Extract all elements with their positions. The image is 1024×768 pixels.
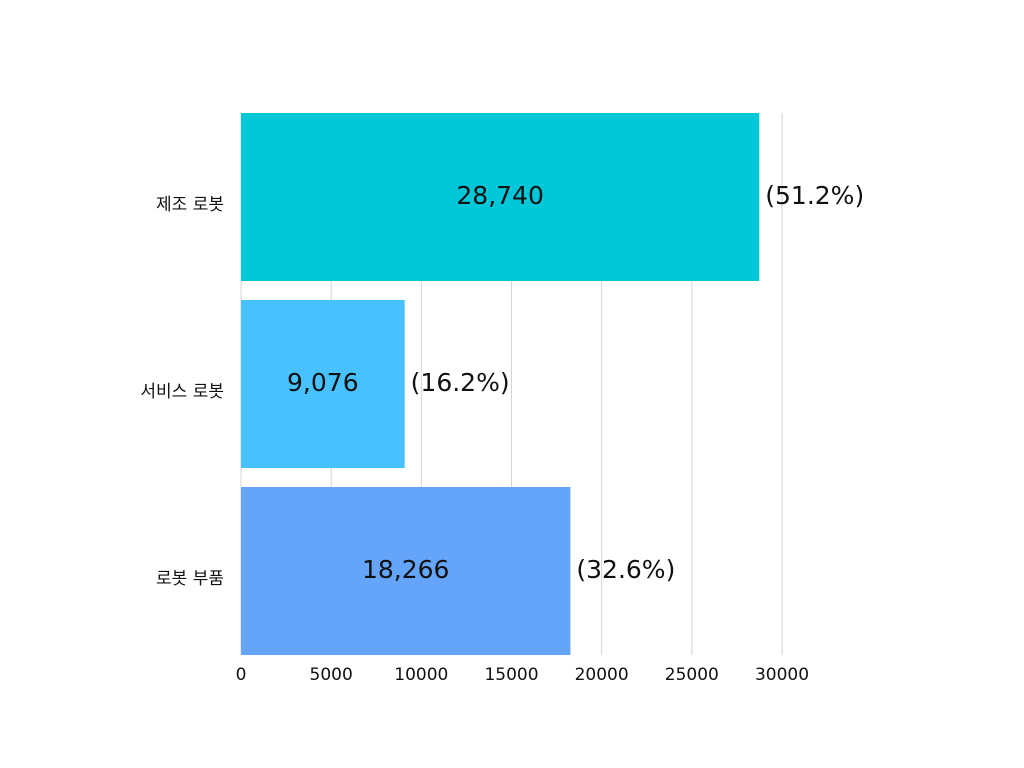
x-tick-label: 20000 — [575, 665, 629, 685]
bar — [241, 113, 760, 281]
y-tick-label: 서비스 로봇 — [140, 382, 224, 402]
x-tick-label: 0 — [236, 665, 247, 685]
bar — [241, 300, 405, 468]
x-tick-label: 5000 — [310, 665, 353, 685]
value-label: 9,076 — [287, 368, 359, 397]
x-tick-label: 10000 — [394, 665, 448, 685]
x-tick-label: 25000 — [665, 665, 719, 685]
value-label: 18,266 — [362, 555, 449, 584]
value-label: 28,740 — [456, 181, 543, 210]
y-tick-label: 제조 로봇 — [156, 195, 224, 215]
y-tick-label: 로봇 부품 — [156, 569, 224, 589]
x-tick-label: 30000 — [755, 665, 809, 685]
percent-label: (51.2%) — [765, 181, 864, 210]
percent-label: (32.6%) — [576, 555, 675, 584]
bar — [241, 487, 571, 655]
percent-label: (16.2%) — [411, 368, 510, 397]
x-tick-label: 15000 — [484, 665, 538, 685]
